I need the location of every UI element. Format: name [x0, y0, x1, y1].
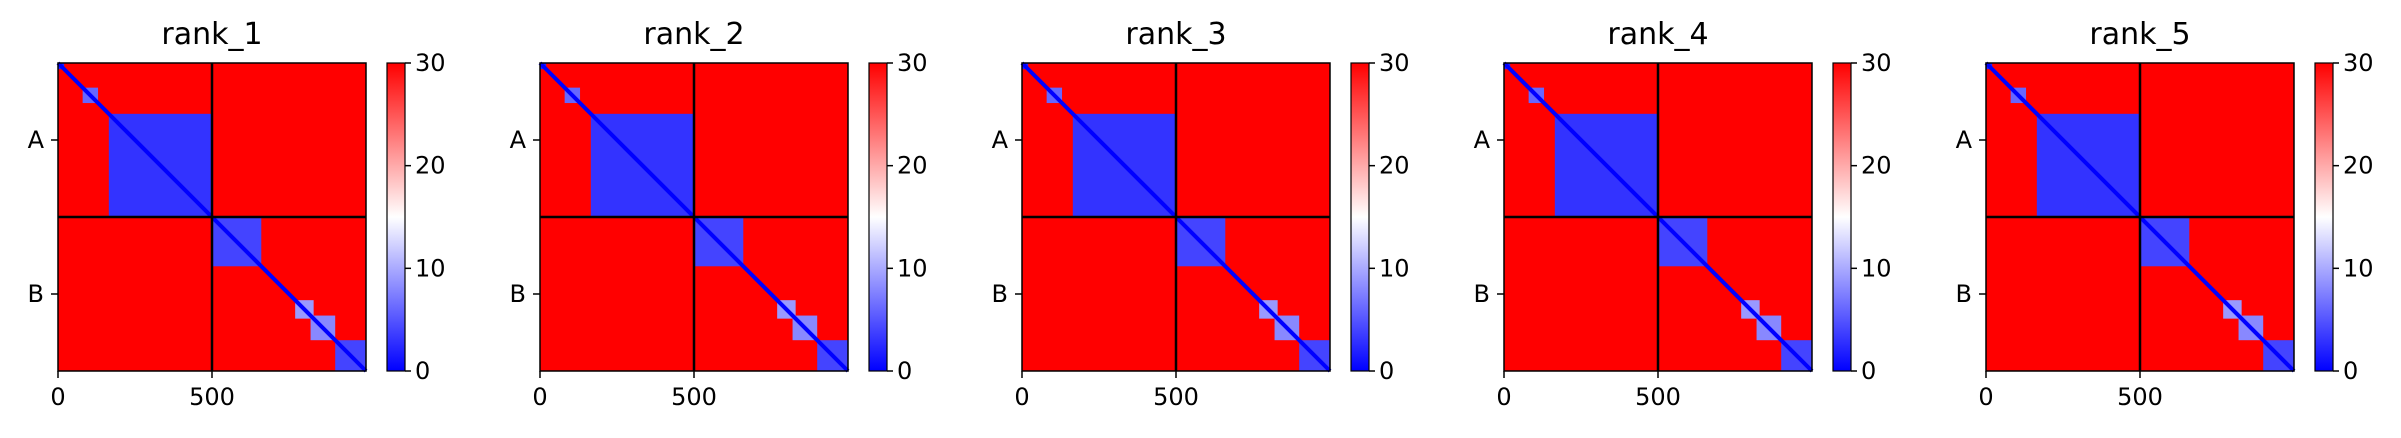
colorbar-tick-label: 0: [1861, 357, 1876, 385]
panel-title: rank_2: [643, 17, 744, 52]
x-tick-label: 500: [1635, 383, 1681, 411]
chain-label: A: [510, 126, 527, 154]
panel-rank_4: rank_4 0 500 A B 0 10 20 30: [1474, 17, 1892, 411]
colorbar-tick-label: 0: [415, 357, 430, 385]
colorbar-tick-label: 10: [1379, 254, 1410, 282]
colorbar-tick-label: 20: [1861, 152, 1892, 180]
chain-label: A: [28, 126, 45, 154]
colorbar-tick-label: 10: [1861, 254, 1892, 282]
colorbar-tick-label: 30: [415, 49, 446, 77]
colorbar-tick-label: 10: [415, 254, 446, 282]
chain-label: A: [992, 126, 1009, 154]
x-tick-label: 500: [1153, 383, 1199, 411]
panel-rank_3: rank_3 0 500 A B 0 10 20 30: [992, 17, 1410, 411]
colorbar-tick-label: 20: [1379, 152, 1410, 180]
colorbar-tick-label: 30: [897, 49, 928, 77]
x-tick-label: 500: [189, 383, 235, 411]
colorbar-tick-label: 20: [415, 152, 446, 180]
chain-label: B: [1474, 280, 1490, 308]
colorbar: [868, 62, 888, 372]
x-tick-label: 0: [1014, 383, 1029, 411]
x-tick-label: 500: [671, 383, 717, 411]
chain-label: B: [510, 280, 526, 308]
colorbar-tick-label: 0: [2343, 357, 2358, 385]
panel-rank_1: rank_1 0 500 A B 0 10 20 30: [28, 17, 446, 411]
x-tick-label: 0: [532, 383, 547, 411]
colorbar-tick-label: 0: [1379, 357, 1394, 385]
panel-title: rank_3: [1125, 17, 1226, 52]
panel-rank_5: rank_5 0 500 A B 0 10 20 30: [1956, 17, 2374, 411]
colorbar: [2314, 62, 2334, 372]
chain-label: B: [28, 280, 44, 308]
colorbar-tick-label: 20: [897, 152, 928, 180]
x-tick-label: 0: [1978, 383, 1993, 411]
colorbar: [386, 62, 406, 372]
x-tick-label: 500: [2117, 383, 2163, 411]
colorbar-tick-label: 10: [897, 254, 928, 282]
chain-label: B: [1956, 280, 1972, 308]
colorbar-tick-label: 30: [1379, 49, 1410, 77]
colorbar-tick-label: 30: [1861, 49, 1892, 77]
panel-title: rank_4: [1607, 17, 1708, 52]
colorbar: [1350, 62, 1370, 372]
panel-rank_2: rank_2 0 500 A B 0 10 20 30: [510, 17, 928, 411]
colorbar-tick-label: 0: [897, 357, 912, 385]
panel-title: rank_5: [2089, 17, 2190, 52]
colorbar-tick-label: 10: [2343, 254, 2374, 282]
x-tick-label: 0: [1496, 383, 1511, 411]
chain-label: A: [1474, 126, 1491, 154]
chain-label: A: [1956, 126, 1973, 154]
colorbar-tick-label: 20: [2343, 152, 2374, 180]
colorbar: [1832, 62, 1852, 372]
panel-title: rank_1: [161, 17, 262, 52]
x-tick-label: 0: [50, 383, 65, 411]
chain-label: B: [992, 280, 1008, 308]
colorbar-tick-label: 30: [2343, 49, 2374, 77]
